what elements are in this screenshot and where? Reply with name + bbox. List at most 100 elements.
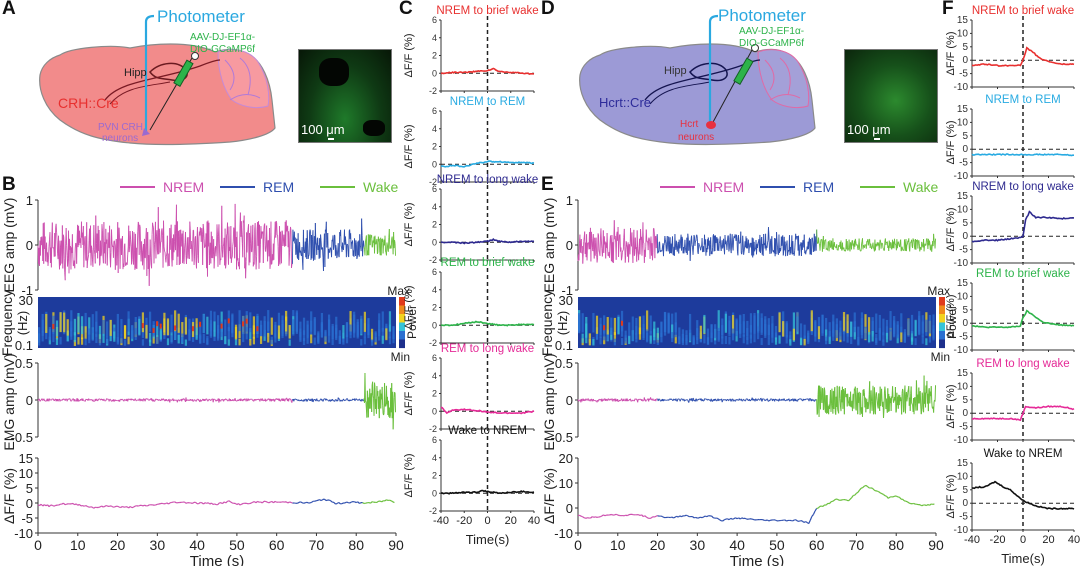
y-tick-label: 6 bbox=[432, 106, 437, 116]
spectrogram-cell bbox=[846, 314, 849, 334]
dff-trace-segment bbox=[274, 500, 277, 503]
dff-trace-segment bbox=[646, 516, 649, 519]
spectrogram-cell bbox=[310, 334, 313, 344]
spectrogram-cell bbox=[345, 334, 349, 344]
spectrogram-cell bbox=[842, 330, 846, 342]
x-axis-label: Time (s) bbox=[730, 553, 784, 566]
spectrogram-cell bbox=[646, 332, 649, 343]
spectrogram-cell bbox=[388, 336, 392, 345]
spectrogram-cell bbox=[792, 312, 795, 333]
spectrogram-cell bbox=[356, 325, 359, 339]
x-tick-label: 50 bbox=[769, 537, 785, 553]
y-tick-label: 10 bbox=[957, 471, 969, 482]
dff-trace-segment bbox=[703, 515, 706, 518]
dff-trace-segment bbox=[671, 516, 674, 519]
y-tick-label: 4 bbox=[432, 202, 437, 212]
dff-trace-segment bbox=[705, 515, 708, 518]
y-axis-label: ΔF/F (%) bbox=[945, 384, 957, 428]
dff-trace-segment bbox=[99, 505, 102, 508]
spectrogram-cell bbox=[832, 321, 835, 337]
spectrogram-cell bbox=[757, 313, 760, 333]
spectrogram-cell bbox=[195, 327, 198, 340]
y-tick-label: 0 bbox=[962, 318, 968, 329]
virus-label-line1: AAV-DJ-EF1α- bbox=[739, 26, 804, 37]
spectrogram-cell bbox=[184, 339, 187, 346]
dff-trace-segment bbox=[639, 514, 642, 517]
y-tick-label: 4 bbox=[432, 453, 437, 463]
micrograph-dark-region bbox=[363, 120, 385, 136]
spectrogram-cell bbox=[896, 324, 899, 339]
spectrogram-cell bbox=[688, 329, 692, 341]
spectrogram-cell bbox=[681, 333, 685, 343]
y-tick-label: 0 bbox=[432, 68, 437, 78]
x-axis-label: Time(s) bbox=[1001, 551, 1045, 566]
spectrogram-cell bbox=[102, 333, 105, 343]
spectrogram-cell bbox=[95, 334, 98, 344]
spectrogram-cell bbox=[724, 313, 727, 333]
neuron-label-line2: neurons bbox=[102, 133, 138, 144]
spectrogram-cell bbox=[706, 328, 710, 341]
dff-trace-segment bbox=[320, 499, 324, 502]
dff-trace-segment bbox=[389, 499, 392, 502]
spectrogram-cell bbox=[70, 321, 73, 337]
y-tick-label: -5 bbox=[959, 69, 968, 80]
emg-y-tick-label: -0.5 bbox=[11, 430, 33, 445]
dff-trace-segment bbox=[865, 484, 868, 488]
spectrogram-cell bbox=[252, 336, 255, 345]
x-tick-label: 30 bbox=[690, 537, 706, 553]
spectrogram-cell bbox=[288, 339, 291, 346]
spectrogram-cell bbox=[224, 319, 227, 336]
dff-trace-segment bbox=[887, 496, 891, 499]
spectrogram-cell bbox=[900, 313, 903, 333]
dff-trace-segment bbox=[846, 499, 849, 502]
spectrogram-cell bbox=[660, 332, 663, 343]
spectrogram-hotspot bbox=[242, 321, 245, 327]
dff-y-tick-label: 15 bbox=[19, 451, 33, 466]
x-tick-label: 40 bbox=[189, 537, 205, 553]
dff-trace-segment bbox=[679, 515, 682, 518]
spectrogram-cell bbox=[918, 315, 921, 334]
spectrogram-cell bbox=[188, 318, 191, 336]
dff-trace-segment bbox=[260, 501, 263, 504]
dff-trace-segment bbox=[265, 500, 268, 503]
spectrogram-cell bbox=[685, 334, 688, 344]
mean-trace bbox=[440, 160, 535, 168]
x-tick-label: 40 bbox=[1068, 534, 1080, 546]
spectrogram-cell bbox=[928, 333, 932, 343]
dff-trace-segment bbox=[161, 502, 164, 505]
y-tick-label: 6 bbox=[432, 267, 437, 277]
spectrogram-cell bbox=[585, 316, 588, 335]
emg-y-tick-label: 0 bbox=[26, 393, 33, 408]
spectrogram-cell bbox=[238, 338, 241, 346]
spectrogram-cell bbox=[270, 317, 273, 335]
dff-trace-segment bbox=[871, 487, 875, 491]
dff-trace-segment bbox=[126, 506, 130, 509]
spectrogram-cell bbox=[631, 316, 634, 335]
spectrogram-cell bbox=[217, 329, 220, 341]
dff-y-tick-label: 10 bbox=[19, 466, 33, 481]
x-tick-label: -20 bbox=[990, 534, 1006, 546]
spectrogram-cell bbox=[317, 335, 320, 344]
scale-bar-label: 100 μm bbox=[847, 122, 891, 137]
spectrogram-cell bbox=[331, 323, 334, 338]
spectrogram-cell bbox=[785, 335, 788, 344]
spectrogram-cell bbox=[145, 324, 148, 339]
spectrogram-cell bbox=[649, 335, 652, 344]
spectrogram-cell bbox=[803, 338, 806, 346]
dff-trace-segment bbox=[929, 503, 932, 506]
spectrogram-cell bbox=[181, 333, 184, 343]
dff-trace-segment bbox=[349, 501, 352, 504]
spectrogram-cell bbox=[749, 334, 753, 344]
x-tick-label: 0 bbox=[1020, 534, 1026, 546]
y-axis-label: ΔF/F (%) bbox=[403, 453, 415, 497]
y-tick-label: 0 bbox=[962, 408, 968, 419]
y-axis-label: ΔF/F (%) bbox=[945, 294, 957, 338]
dff-trace-segment bbox=[195, 501, 198, 505]
spectrogram-cell bbox=[199, 334, 202, 344]
spectrogram-cell bbox=[603, 328, 606, 341]
dff-trace-segment bbox=[677, 515, 681, 518]
y-tick-label: -10 bbox=[954, 258, 969, 269]
spectrogram-cell bbox=[688, 313, 692, 333]
spectrogram-cell bbox=[742, 334, 745, 344]
